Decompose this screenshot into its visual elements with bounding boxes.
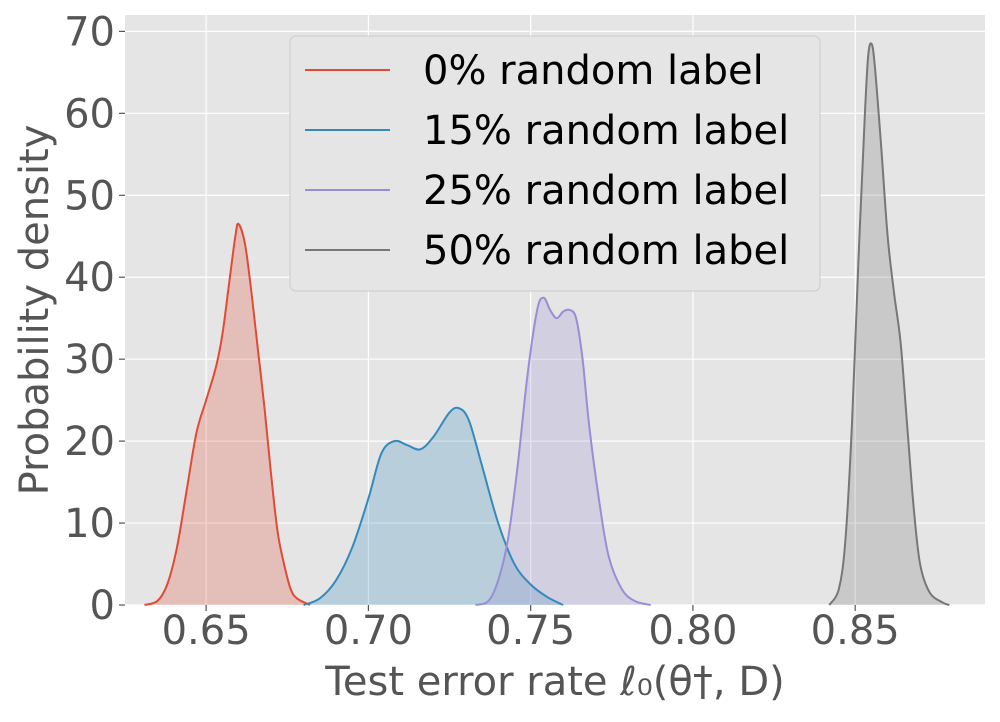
y-tick-label: 60 xyxy=(64,91,115,137)
x-tick-label: 0.70 xyxy=(324,608,413,654)
y-tick-label: 50 xyxy=(64,173,115,219)
y-tick-label: 40 xyxy=(64,255,115,301)
series-line-1 xyxy=(303,406,564,606)
y-tick-label: 20 xyxy=(64,419,115,465)
x-tick-label: 0.75 xyxy=(486,608,575,654)
x-tick-label: 0.80 xyxy=(648,608,737,654)
legend-label-2: 25% random label xyxy=(423,168,789,214)
legend-label-0: 0% random label xyxy=(423,48,764,94)
y-tick-label: 10 xyxy=(64,501,115,547)
series-area-1 xyxy=(303,407,564,605)
density-lines xyxy=(144,42,950,606)
series-area-3 xyxy=(829,43,950,605)
series-area-2 xyxy=(475,297,651,605)
y-tick-label: 70 xyxy=(64,9,115,55)
x-tick-label: 0.65 xyxy=(162,608,251,654)
series-line-2 xyxy=(475,296,651,606)
series-line-3 xyxy=(828,42,950,606)
density-areas xyxy=(144,43,950,605)
y-tick-label: 0 xyxy=(90,583,115,629)
legend-label-1: 15% random label xyxy=(423,108,789,154)
y-axis-label: Probability density xyxy=(12,125,58,496)
y-axis-ticks: 0 10 20 30 40 50 60 70 xyxy=(64,9,125,629)
x-axis-ticks: 0.65 0.70 0.75 0.80 0.85 xyxy=(162,605,900,654)
x-axis-label: Test error rate ℓ₀(θ†, D) xyxy=(324,659,784,705)
legend-label-3: 50% random label xyxy=(423,228,789,274)
legend: 0% random label 15% random label 25% rando… xyxy=(289,35,821,292)
series-line-0 xyxy=(144,222,311,606)
legend-box xyxy=(289,35,821,292)
series-area-0 xyxy=(144,223,310,605)
y-tick-label: 30 xyxy=(64,337,115,383)
x-tick-label: 0.85 xyxy=(811,608,900,654)
